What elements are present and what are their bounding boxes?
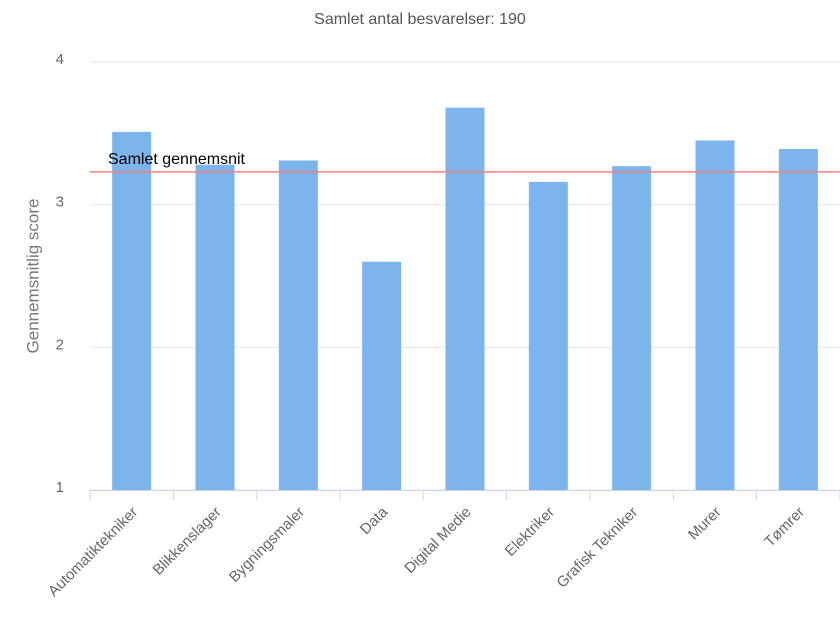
y-tick-label: 2 (56, 336, 64, 353)
y-tick-label: 4 (56, 51, 64, 68)
bar (112, 131, 152, 490)
y-tick-label: 3 (56, 194, 64, 211)
y-tick-label: 1 (56, 479, 64, 496)
x-tick-label: Data (357, 503, 392, 538)
x-tick-label: Digital Medie (401, 504, 474, 577)
bar (278, 160, 318, 490)
x-tick-label: Elektriker (502, 504, 558, 560)
x-tick-label: Bygningsmaler (226, 504, 308, 586)
x-tick-label: Blikkenslager (150, 504, 225, 579)
bar (445, 107, 485, 491)
bar (695, 140, 735, 490)
bar (195, 164, 235, 490)
x-tick-label: Murer (685, 504, 725, 544)
x-tick-label: Automatiktekniker (45, 504, 141, 600)
bar (362, 261, 402, 490)
plot-line-label: Samlet gennemsnit (108, 151, 246, 168)
bar (528, 181, 568, 490)
bar (778, 149, 818, 490)
x-tick-label: Tømrer (761, 504, 808, 551)
chart-title: Samlet antal besvarelser: 190 (314, 11, 526, 28)
bar (612, 166, 652, 490)
y-axis-title: Gennemsnitlig score (23, 199, 42, 354)
x-tick-label: Grafisk Tekniker (553, 504, 641, 592)
